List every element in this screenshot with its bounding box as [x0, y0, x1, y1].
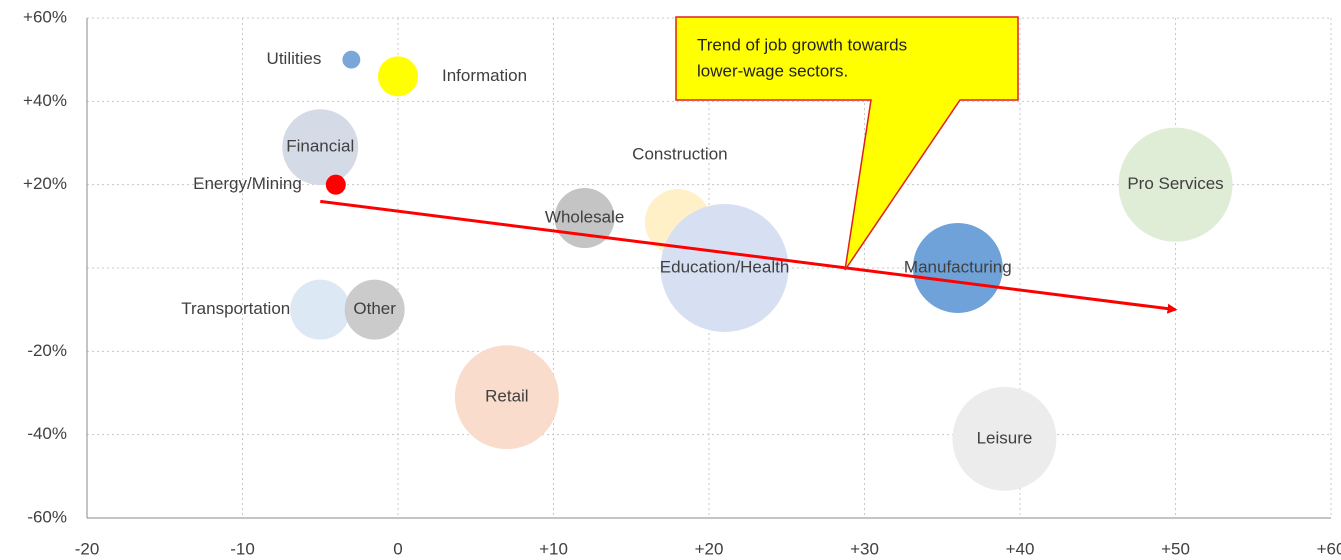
data-label: Construction	[632, 145, 727, 164]
y-tick-label: -60%	[27, 507, 67, 526]
data-label: Transportation	[181, 299, 290, 318]
x-tick-label: +40	[1006, 539, 1035, 558]
bubble	[378, 56, 418, 97]
bubble	[912, 223, 1003, 313]
x-tick-label: +30	[850, 539, 879, 558]
bubbles	[282, 50, 1233, 491]
data-label: Manufacturing	[904, 257, 1012, 276]
bubble	[325, 174, 346, 195]
bubble	[454, 345, 559, 450]
bubble	[290, 279, 351, 340]
bubble	[342, 50, 361, 69]
bubble	[660, 203, 789, 333]
data-label: Utilities	[267, 49, 322, 68]
y-tick-label: -40%	[27, 424, 67, 443]
overlay: Utilities Information Financial Energy/Mini…	[181, 16, 1224, 447]
bubble	[344, 279, 405, 340]
trend-line	[320, 199, 1178, 314]
bubble	[1118, 127, 1233, 242]
data-label: Energy/Mining	[193, 174, 302, 193]
bubble	[952, 386, 1057, 491]
x-tick-label: +60	[1317, 539, 1341, 558]
x-tick-label: -10	[230, 539, 255, 558]
bubble	[282, 109, 359, 186]
data-label: Information	[442, 66, 527, 85]
y-tick-label: -20%	[27, 341, 67, 360]
data-label: Pro Services	[1127, 174, 1223, 193]
data-label: Other	[353, 299, 396, 318]
y-tick-label: +40%	[23, 91, 67, 110]
callout	[675, 16, 1019, 271]
x-tick-label: +50	[1161, 539, 1190, 558]
data-label: Retail	[485, 387, 528, 406]
data-label: Financial	[286, 137, 354, 156]
y-tick-label: +20%	[23, 174, 67, 193]
annotation: lower-wage sectors.	[697, 61, 848, 80]
data-label: Education/Health	[660, 257, 789, 276]
x-tick-label: +10	[539, 539, 568, 558]
x-tick-label: 0	[393, 539, 402, 558]
y-tick-label: +60%	[23, 7, 67, 26]
annotation: Trend of job growth towards	[697, 35, 907, 54]
x-tick-label: +20	[695, 539, 724, 558]
x-tick-label: -20	[75, 539, 100, 558]
data-label: Wholesale	[545, 207, 624, 226]
data-label: Leisure	[977, 428, 1033, 447]
